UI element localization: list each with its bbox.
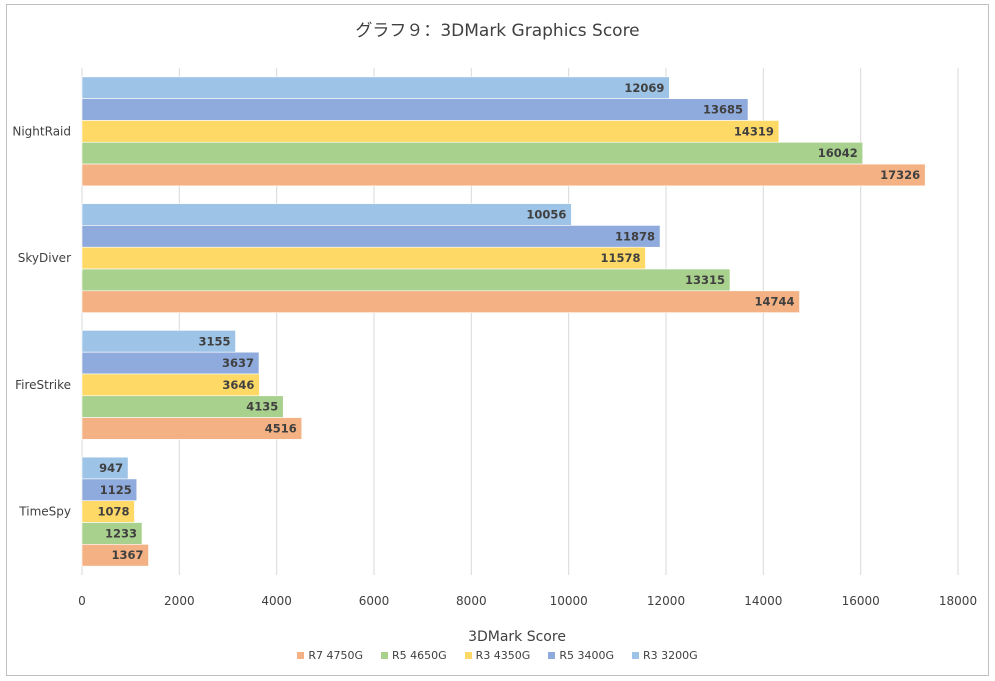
legend-item: R3 3200G — [631, 649, 698, 662]
legend-item: R5 3400G — [548, 649, 614, 662]
legend-swatch — [464, 652, 472, 659]
bar — [81, 141, 864, 165]
bar — [81, 120, 780, 143]
bar — [81, 417, 303, 440]
x-tick-label: 16000 — [842, 594, 880, 608]
data-label: 3646 — [222, 378, 254, 392]
bar — [81, 98, 749, 121]
data-label: 16042 — [818, 146, 858, 160]
category-labels: NightRaid SkyDiver FireStrike TimeSpy — [12, 124, 71, 518]
legend-label: R5 4650G — [392, 649, 447, 662]
x-tick-label: 2000 — [164, 594, 195, 608]
x-tick-labels: 0 2000 4000 6000 8000 10000 12000 14000 16000 180… — [78, 594, 977, 608]
legend-item: R7 4750G — [297, 649, 363, 662]
data-label: 4516 — [265, 421, 297, 435]
legend-swatch — [548, 652, 556, 659]
bar — [81, 203, 572, 226]
bar — [81, 76, 670, 99]
legend-swatch — [381, 652, 389, 659]
category-label: NightRaid — [12, 124, 71, 138]
x-tick-label: 6000 — [359, 594, 390, 608]
data-label: 13315 — [685, 273, 725, 287]
category-label: TimeSpy — [18, 505, 71, 519]
bar — [81, 225, 661, 248]
legend-swatch — [297, 652, 305, 659]
data-label: 11578 — [600, 251, 640, 265]
legend-label: R5 3400G — [559, 649, 614, 662]
data-label: 4135 — [246, 400, 278, 414]
data-label: 3155 — [199, 334, 231, 348]
data-label: 1078 — [97, 505, 129, 519]
bar — [81, 246, 646, 270]
x-tick-label: 12000 — [647, 594, 685, 608]
chart-title: グラフ９：3DMark Graphics Score — [355, 21, 640, 41]
bar — [81, 290, 800, 313]
x-tick-label: 10000 — [550, 594, 588, 608]
x-tick-label: 8000 — [456, 594, 487, 608]
data-labels: 12069 13685 14319 16042 17326 10056 11878 11578… — [97, 81, 920, 562]
data-label: 3637 — [222, 356, 254, 370]
data-label: 14319 — [734, 124, 774, 138]
legend-label: R7 4750G — [308, 649, 364, 662]
x-tick-label: 4000 — [261, 594, 292, 608]
legend-label: R3 4350G — [475, 649, 531, 662]
legend-item: R5 4650G — [381, 649, 447, 662]
bar — [81, 268, 731, 292]
legend-swatch — [631, 652, 639, 659]
bars — [81, 76, 926, 567]
x-axis-title: 3DMark Score — [468, 629, 566, 645]
bar — [81, 544, 149, 567]
data-label: 10056 — [526, 208, 566, 222]
x-tick-label: 18000 — [939, 594, 977, 608]
category-label: SkyDiver — [18, 251, 71, 265]
data-label: 17326 — [880, 168, 920, 182]
legend: R7 4750G R5 4650G R3 4350G R5 3400G R3 3200G — [0, 649, 995, 662]
x-tick-label: 14000 — [744, 594, 782, 608]
data-label: 13685 — [703, 103, 743, 117]
legend-item: R3 4350G — [464, 649, 531, 662]
x-tick-label: 0 — [78, 594, 86, 608]
data-label: 1367 — [112, 548, 144, 562]
data-label: 14744 — [755, 295, 795, 309]
data-label: 12069 — [624, 81, 664, 95]
data-label: 947 — [99, 461, 123, 475]
legend-label: R3 3200G — [642, 649, 698, 662]
data-label: 11878 — [615, 229, 655, 243]
data-label: 1233 — [105, 526, 137, 540]
bar — [81, 163, 926, 187]
data-label: 1125 — [100, 483, 132, 497]
category-label: FireStrike — [15, 378, 71, 392]
